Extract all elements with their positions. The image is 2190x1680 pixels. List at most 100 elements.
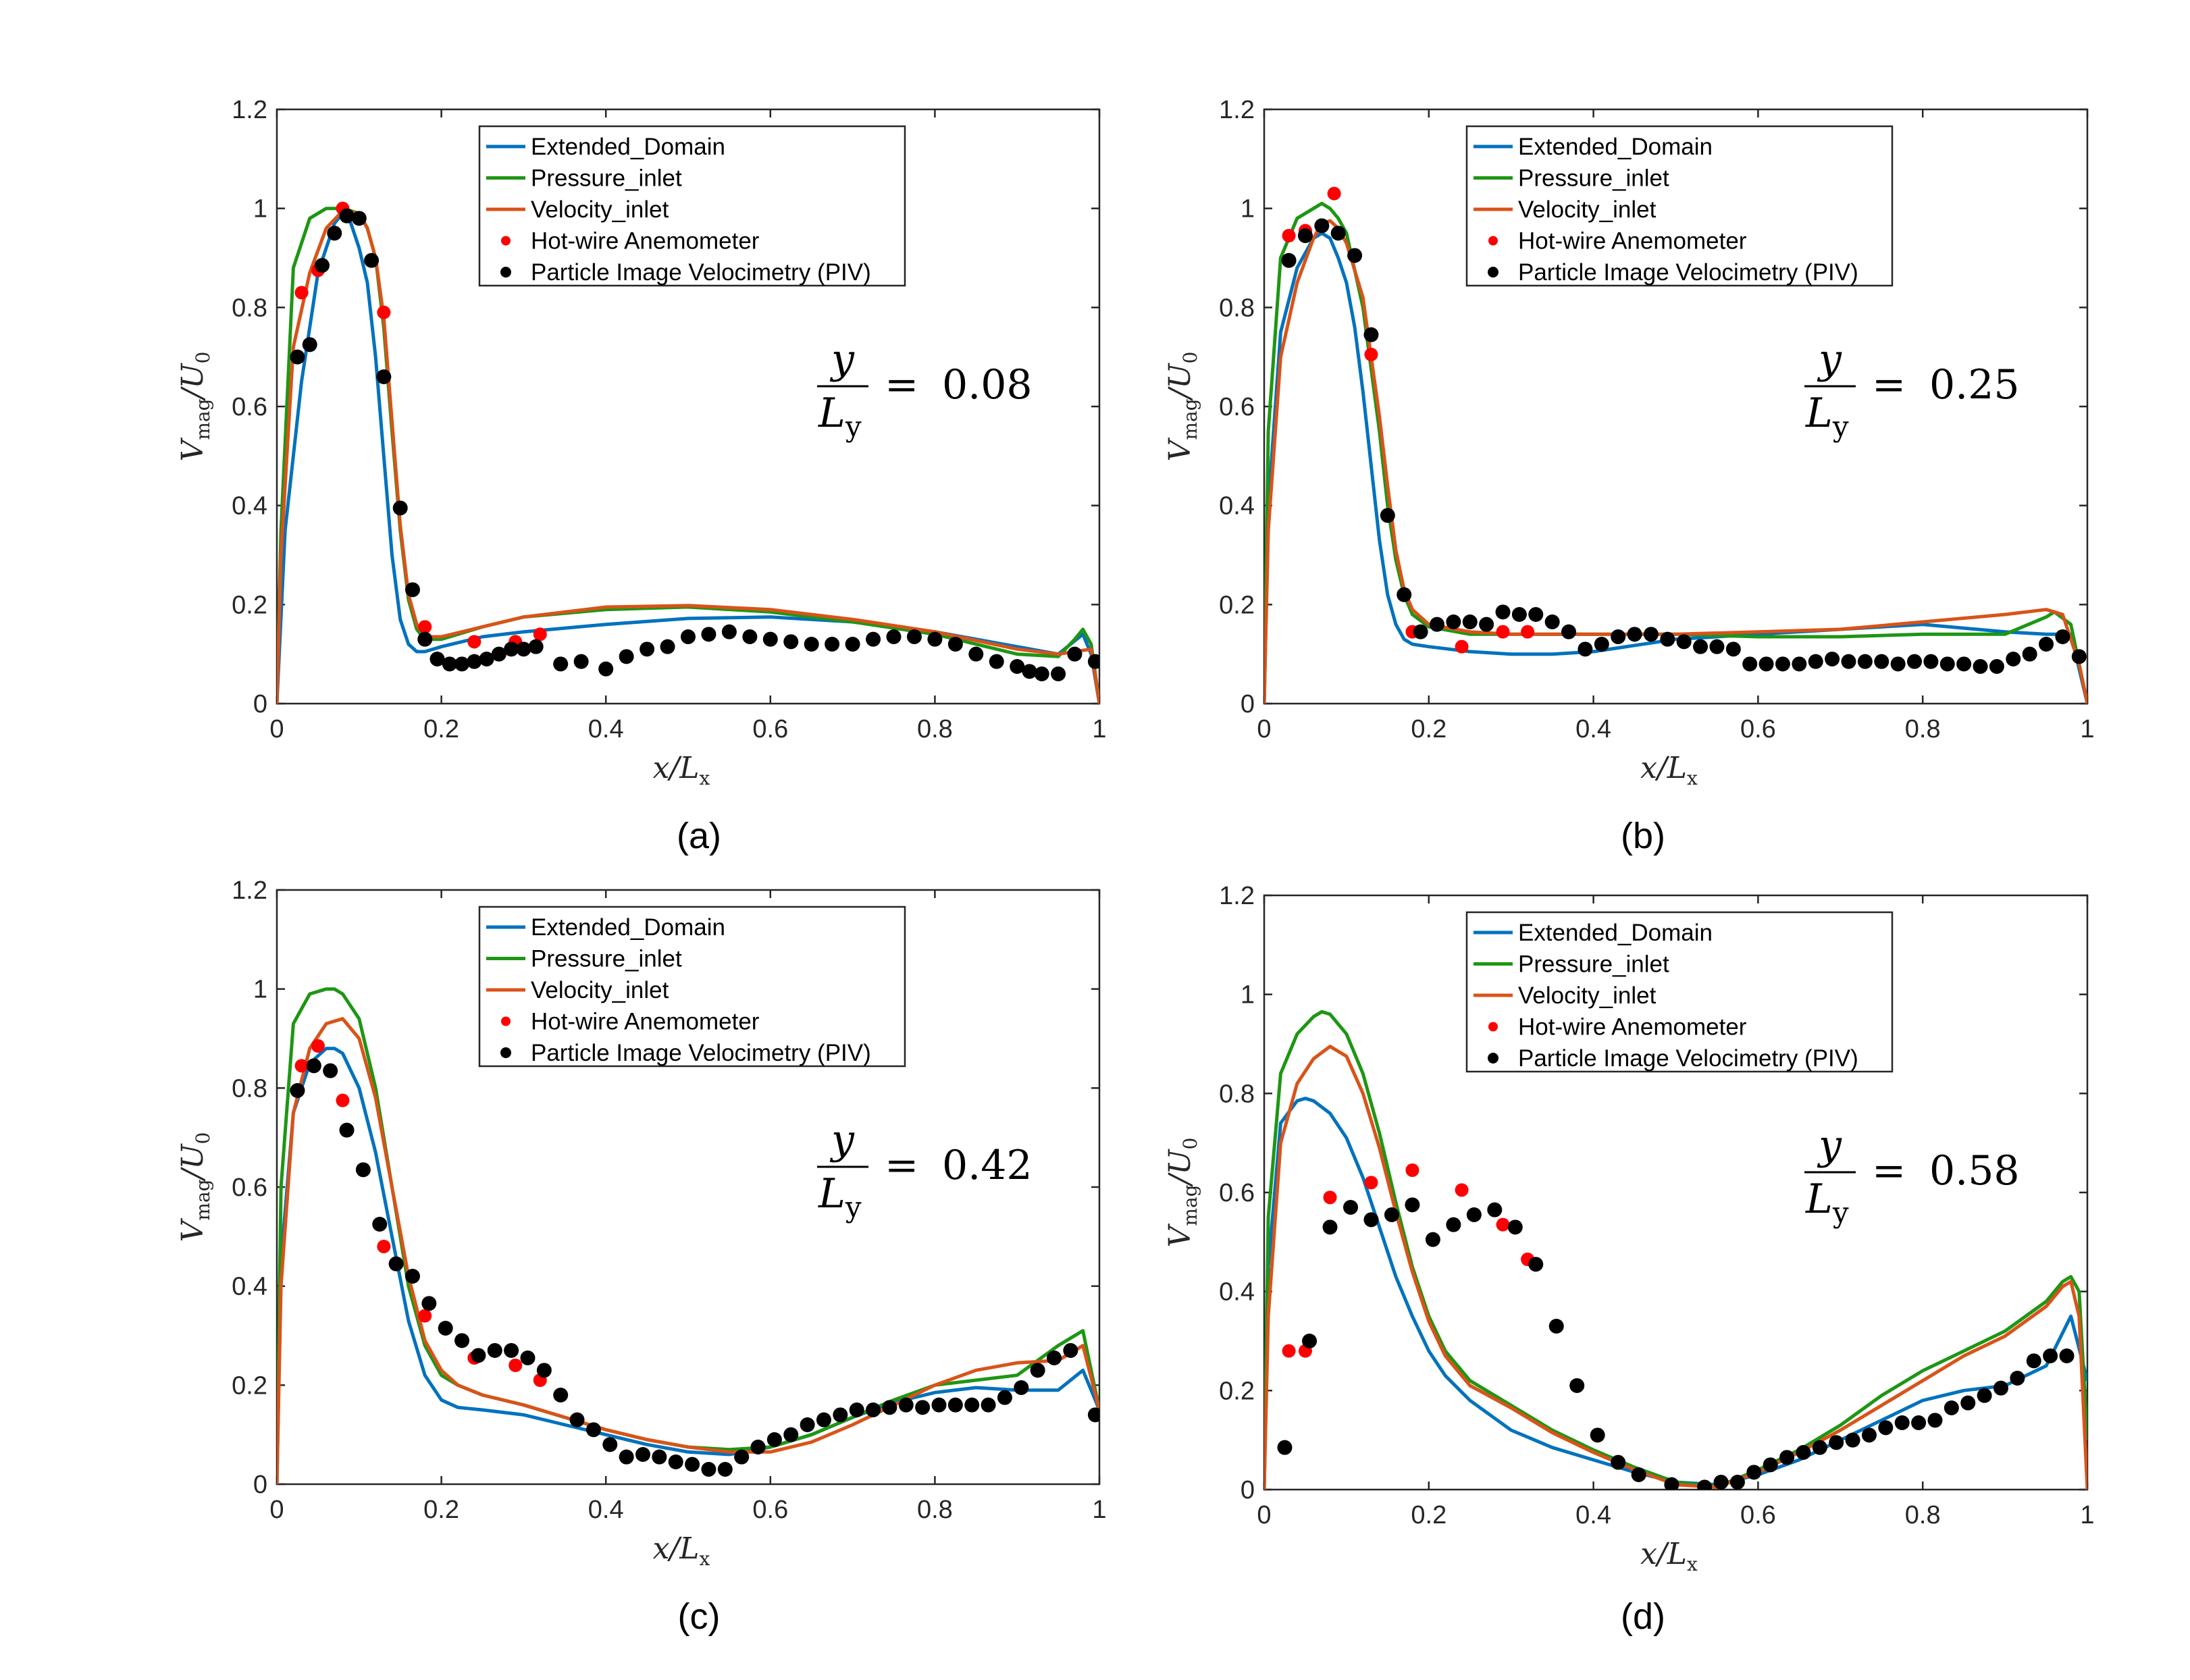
legend-swatch-hotwire bbox=[501, 236, 511, 246]
data-point-piv bbox=[1763, 1457, 1778, 1473]
data-point-piv bbox=[845, 637, 860, 652]
y-tick-label: 0.2 bbox=[1219, 1377, 1255, 1405]
data-point-piv bbox=[1302, 1334, 1318, 1348]
y-tick-label: 0.6 bbox=[232, 393, 267, 421]
data-point-piv bbox=[906, 629, 922, 644]
data-point-piv bbox=[1857, 654, 1873, 669]
data-point-piv bbox=[964, 1397, 980, 1413]
annotation: yLy= 0.42 bbox=[817, 1116, 1033, 1224]
data-point-piv bbox=[685, 1456, 700, 1472]
panel-label: (c) bbox=[678, 1596, 721, 1637]
panel-label: (d) bbox=[1621, 1596, 1665, 1637]
y-axis-label-main: V bbox=[176, 437, 210, 461]
data-point-piv bbox=[1812, 1440, 1827, 1455]
x-tick-label: 0.2 bbox=[1411, 715, 1446, 743]
data-point-piv bbox=[1956, 656, 1972, 672]
legend-swatch-hotwire bbox=[501, 1016, 511, 1026]
annotation-denominator: Ly bbox=[1805, 390, 1849, 443]
annotation-denominator-main: L bbox=[1805, 1176, 1833, 1223]
legend-box bbox=[1465, 125, 1894, 287]
data-point-piv bbox=[833, 1407, 848, 1423]
y-axis-label: Vmag/U0 bbox=[176, 1132, 214, 1242]
data-point-hotwire bbox=[1364, 1176, 1378, 1190]
data-point-piv bbox=[504, 1343, 519, 1358]
data-point-piv bbox=[405, 582, 420, 598]
y-tick-label: 1.2 bbox=[1219, 96, 1255, 124]
legend-box bbox=[1465, 911, 1894, 1073]
data-point-piv bbox=[454, 656, 470, 672]
data-point-piv bbox=[536, 1363, 552, 1378]
data-point-piv bbox=[1993, 1380, 2009, 1396]
data-point-piv bbox=[467, 654, 482, 669]
x-tick-label: 0.8 bbox=[1905, 1501, 1941, 1529]
y-tick-label: 1 bbox=[253, 976, 267, 1004]
data-point-piv bbox=[1590, 1427, 1605, 1443]
data-point-hotwire bbox=[418, 1309, 432, 1323]
data-point-piv bbox=[1911, 1415, 1927, 1430]
data-point-piv bbox=[573, 654, 589, 669]
data-point-piv bbox=[2039, 637, 2054, 652]
x-axis-label-sub: x bbox=[700, 767, 710, 789]
data-point-hotwire bbox=[1455, 639, 1469, 654]
x-axis-label: x/Lx bbox=[1640, 1537, 1698, 1575]
data-point-piv bbox=[1507, 1219, 1523, 1235]
data-point-piv bbox=[1709, 639, 1725, 654]
data-point-piv bbox=[1014, 1380, 1029, 1395]
legend-label-hotwire: Hot-wire Anemometer bbox=[531, 228, 760, 255]
y-tick-label: 0.4 bbox=[232, 492, 267, 521]
annotation-equals: = bbox=[885, 1142, 918, 1189]
data-point-piv bbox=[553, 656, 569, 672]
data-point-piv bbox=[1664, 1477, 1679, 1490]
data-point-piv bbox=[1973, 659, 1988, 674]
x-axis-label-sub: x bbox=[700, 1548, 710, 1570]
data-point-piv bbox=[479, 652, 494, 666]
data-point-piv bbox=[314, 258, 330, 273]
data-point-piv bbox=[681, 629, 696, 644]
data-point-hotwire bbox=[294, 1059, 309, 1073]
data-point-hotwire bbox=[1521, 625, 1535, 639]
y-tick-label: 1.2 bbox=[232, 876, 267, 905]
legend-label-piv: Particle Image Velocimetry (PIV) bbox=[1518, 1045, 1858, 1072]
panel-c: 0 0.2 0.4 0.6 0.8 1 0 0.2 0.4 0.6 0.8 1 1.2 x/Lx Vmag/… bbox=[176, 876, 1107, 1637]
data-point-piv bbox=[1030, 1363, 1045, 1378]
data-point-piv bbox=[1569, 1378, 1585, 1393]
data-point-piv bbox=[1627, 627, 1642, 642]
data-point-hotwire bbox=[1282, 229, 1296, 242]
data-point-piv bbox=[1643, 627, 1659, 642]
data-point-piv bbox=[1939, 656, 1955, 672]
x-axis-label-sub: x bbox=[1687, 1553, 1698, 1575]
y-tick-label: 0 bbox=[1241, 690, 1255, 718]
data-point-piv bbox=[1561, 624, 1577, 639]
annotation-denominator-main: L bbox=[818, 1170, 845, 1217]
y-axis-label-sub2: 0 bbox=[1179, 1138, 1201, 1150]
x-axis-label-main: x/L bbox=[653, 1531, 700, 1566]
data-point-hotwire bbox=[1455, 1183, 1469, 1197]
data-point-piv bbox=[1363, 1212, 1379, 1228]
data-point-piv bbox=[1277, 1440, 1293, 1455]
data-point-piv bbox=[866, 631, 881, 647]
data-point-piv bbox=[968, 646, 984, 662]
y-axis-label-main: V bbox=[1163, 437, 1197, 461]
data-point-piv bbox=[766, 1432, 782, 1447]
annotation-denominator-sub: y bbox=[1832, 1196, 1849, 1229]
data-point-piv bbox=[1960, 1395, 1976, 1411]
data-point-piv bbox=[1697, 1479, 1713, 1490]
data-point-piv bbox=[1462, 614, 1478, 629]
data-point-piv bbox=[1878, 1420, 1894, 1436]
data-point-piv bbox=[1528, 1257, 1544, 1272]
y-tick-label: 0 bbox=[1241, 1476, 1255, 1504]
y-axis-label-div: /U bbox=[176, 1143, 210, 1182]
data-point-piv bbox=[640, 641, 655, 657]
data-point-piv bbox=[1676, 634, 1692, 650]
y-axis-label: Vmag/U0 bbox=[1163, 1138, 1201, 1248]
legend: Extended_Domain Pressure_inlet Velocity_in… bbox=[1465, 911, 1894, 1073]
data-point-piv bbox=[1548, 1319, 1564, 1334]
x-tick-label: 0.4 bbox=[1575, 715, 1611, 743]
y-tick-label: 1.2 bbox=[232, 96, 267, 124]
data-point-hotwire bbox=[1496, 625, 1510, 639]
data-point-piv bbox=[290, 349, 305, 365]
data-point-hotwire bbox=[1364, 348, 1378, 361]
y-axis-label-div: /U bbox=[176, 363, 210, 402]
data-point-piv bbox=[701, 627, 716, 642]
data-point-piv bbox=[931, 1397, 947, 1413]
